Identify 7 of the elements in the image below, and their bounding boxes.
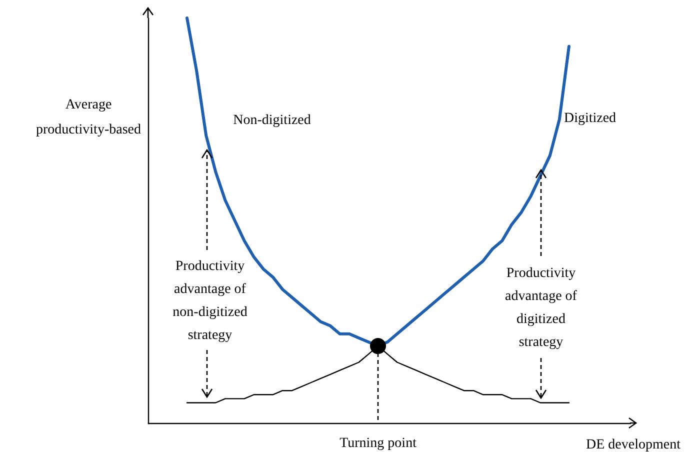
x-axis-title: DE development bbox=[586, 438, 681, 452]
text: Turning point bbox=[340, 436, 417, 451]
annotation: Digitized bbox=[564, 111, 616, 126]
annotation: Non-digitized bbox=[233, 113, 311, 128]
y-axis-title: Average productivity-based bbox=[36, 98, 141, 138]
annotation: Productivity advantage of non-digitized strategy bbox=[172, 259, 248, 343]
annotation: Productivity advantage of digitized strategy bbox=[505, 266, 578, 350]
